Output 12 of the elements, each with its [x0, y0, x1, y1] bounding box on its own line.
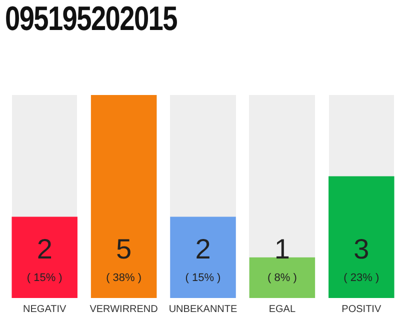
x-tick-label: POSITIV: [342, 304, 382, 315]
data-label: 1 ( 8% ): [268, 234, 297, 284]
data-label: 3 ( 23% ): [344, 234, 380, 284]
bar: [249, 257, 316, 298]
x-tick-label: VERWIRREND: [90, 304, 158, 315]
chart-title: 095195202015: [5, 0, 177, 39]
data-label: 2 ( 15% ): [185, 234, 221, 284]
data-label: 2 ( 15% ): [26, 234, 62, 284]
x-tick-label: UNBEKANNTE: [168, 304, 238, 315]
data-label: 5 ( 38% ): [106, 234, 142, 284]
x-tick-label: EGAL: [268, 304, 296, 315]
x-tick-label: NEGATIV: [23, 304, 67, 315]
